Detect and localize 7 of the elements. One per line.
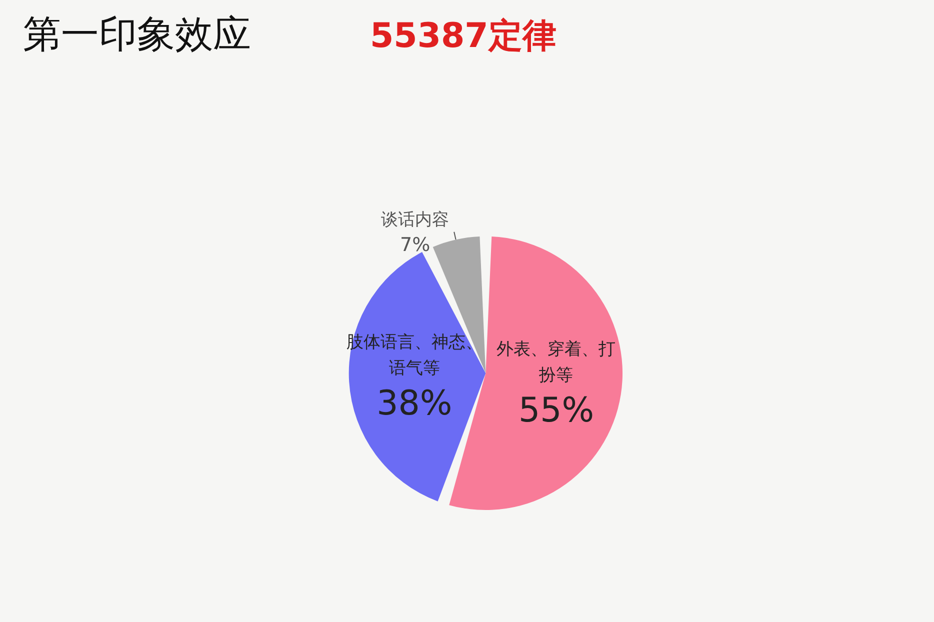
chart-title: 第一印象效应	[23, 12, 251, 56]
data-label: 7%	[400, 234, 430, 256]
slice-label: 外表、穿着、打扮等	[496, 339, 616, 386]
chart-subtitle: 55387定律	[370, 16, 556, 56]
slice-label: 谈话内容	[381, 210, 450, 230]
data-label: 55%	[518, 390, 594, 430]
data-label: 38%	[376, 384, 452, 424]
